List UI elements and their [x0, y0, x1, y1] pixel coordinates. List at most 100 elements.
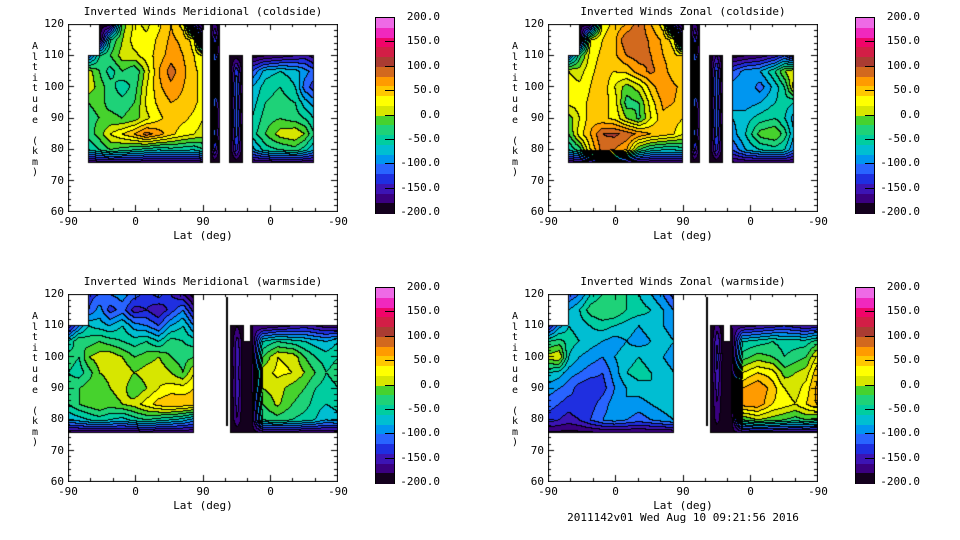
colorbar-tick: [385, 138, 394, 140]
y-tick-label: 120: [44, 17, 64, 30]
colorbar-tick-label: -50.0: [406, 131, 440, 145]
y-axis-title-char: [509, 396, 521, 407]
colorbar-band: [376, 414, 394, 426]
colorbar-tick: [385, 41, 394, 43]
colorbar-band: [856, 125, 874, 136]
y-axis-title-char: t: [31, 353, 39, 364]
colorbar-tick: [865, 360, 874, 362]
colorbar-tick: [865, 65, 874, 67]
colorbar-tick: [385, 114, 394, 116]
colorbar-band: [856, 307, 874, 318]
y-axis-title-char: m: [31, 156, 39, 168]
x-tick-label: -90: [538, 485, 558, 498]
y-tick-label: 120: [44, 287, 64, 300]
footer-timestamp: 2011142v01 Wed Aug 10 09:21:56 2016: [567, 511, 799, 524]
y-tick-label: 120: [524, 287, 544, 300]
colorbar-band: [376, 47, 394, 58]
colorbar-band: [856, 144, 874, 156]
colorbar-tick: [385, 433, 394, 435]
colorbar-tick-label: 200.0: [886, 280, 920, 293]
colorbar-band: [376, 366, 394, 377]
x-axis-title: Lat (deg): [653, 499, 713, 512]
colorbar-band: [376, 453, 394, 465]
colorbar-band: [856, 86, 874, 97]
colorbar-tick: [385, 335, 394, 337]
colorbar-tick-label: -200.0: [400, 205, 440, 218]
colorbar-tick-label: 150.0: [406, 304, 440, 318]
colorbar-tick-label: 50.0: [893, 353, 921, 367]
y-tick-label: 110: [44, 318, 64, 332]
y-tick-label: 70: [50, 443, 64, 457]
colorbar-tick-label: -100.0: [880, 426, 920, 440]
colorbar-band: [856, 366, 874, 377]
x-tick-label: -90: [538, 215, 558, 228]
colorbar-tick: [865, 90, 874, 92]
y-axis-title-char: e: [31, 384, 39, 396]
y-axis-title-char: i: [511, 72, 519, 84]
colorbar-band: [856, 346, 874, 357]
y-tick-label: 120: [524, 17, 544, 30]
y-axis-title-char: m: [511, 426, 519, 438]
y-axis-title-char: u: [31, 93, 39, 105]
colorbar-tick-label: -150.0: [880, 180, 920, 194]
x-tick-label: -90: [328, 215, 348, 228]
x-tick-label: 90: [196, 215, 210, 228]
x-tick-label: -90: [58, 485, 78, 498]
y-axis-title-char: A: [31, 311, 39, 322]
contour-plot-canvas: [548, 294, 818, 482]
colorbar-tick-label: 0.0: [420, 107, 440, 121]
x-tick-label: 0: [747, 485, 754, 498]
y-axis-title-char: e: [511, 384, 519, 396]
colorbar-band: [856, 424, 874, 435]
y-axis-title-char: i: [31, 72, 39, 84]
y-axis-title-char: k: [511, 146, 519, 157]
colorbar-band: [856, 135, 874, 146]
colorbar-band: [376, 154, 394, 165]
y-axis-title-char: t: [31, 83, 39, 94]
colorbar-tick-label: 200.0: [406, 280, 440, 293]
colorbar-band: [856, 405, 874, 416]
colorbar-band: [856, 66, 874, 78]
colorbar-band: [376, 288, 394, 299]
y-tick-label: 110: [524, 48, 544, 62]
colorbar: [375, 17, 395, 214]
colorbar-tick-label: 100.0: [886, 58, 920, 72]
colorbar-tick: [865, 384, 874, 386]
y-axis-title-char: u: [511, 93, 519, 105]
colorbar: [855, 287, 875, 484]
colorbar-band: [376, 297, 394, 309]
x-tick-label: -90: [328, 485, 348, 498]
x-tick-label: 0: [612, 215, 619, 228]
y-tick-label: 90: [530, 111, 544, 124]
y-axis-title-char: m: [511, 156, 519, 168]
y-axis-title-char: i: [511, 342, 519, 354]
y-axis-title-char: A: [31, 41, 39, 52]
colorbar-tick-label: 100.0: [406, 58, 440, 72]
y-axis-title-char: l: [511, 51, 519, 63]
y-tick-label: 70: [530, 173, 544, 187]
colorbar-tick: [865, 311, 874, 313]
y-axis-title-char: u: [511, 363, 519, 375]
colorbar-tick-label: -150.0: [400, 450, 440, 464]
plot-title: Inverted Winds Zonal (coldside): [580, 5, 786, 18]
colorbar-band: [856, 203, 874, 214]
y-tick-label: 100: [44, 349, 64, 363]
colorbar-band: [376, 307, 394, 318]
colorbar-band: [376, 183, 394, 195]
y-axis-title-char: (: [31, 405, 39, 417]
contour-plot-canvas: [68, 24, 338, 212]
y-axis-title-char: [29, 396, 41, 407]
y-axis-title-char: i: [31, 342, 39, 354]
y-axis-title-char: l: [31, 51, 39, 63]
y-tick-label: 60: [50, 205, 64, 218]
colorbar-band: [856, 193, 874, 204]
colorbar-band: [376, 385, 394, 396]
colorbar-tick: [865, 408, 874, 410]
colorbar-tick: [865, 138, 874, 140]
colorbar-band: [856, 453, 874, 465]
colorbar-band: [376, 57, 394, 68]
y-tick-label: 70: [50, 173, 64, 187]
